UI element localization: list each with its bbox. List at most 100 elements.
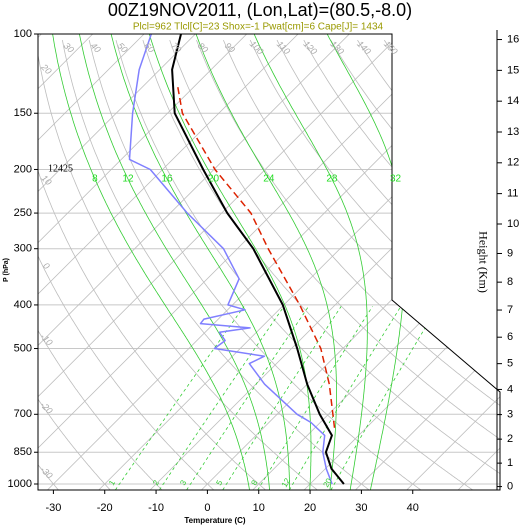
- mixing-ratio-label: 12: [280, 476, 293, 489]
- moist-adiabat-label: 12: [122, 174, 134, 185]
- annotation: 12425: [48, 163, 73, 174]
- mixing-ratio-label: 3: [178, 478, 188, 487]
- profile-line: [171, 34, 345, 485]
- x-tick-label: -20: [97, 502, 113, 514]
- y2-tick-label: 1: [507, 457, 513, 469]
- y2-tick-label: 6: [507, 331, 513, 343]
- y2-tick-label: 4: [507, 383, 513, 395]
- x-tick-label: 0: [204, 502, 210, 514]
- moist-adiabat-label: 8: [92, 174, 98, 185]
- dry-adiabat: [330, 39, 500, 490]
- dry-adiabat: [38, 40, 163, 490]
- dry-adiabat: [249, 39, 500, 490]
- moist-adiabat-label: 28: [326, 174, 338, 185]
- dry-adiabat: [196, 39, 500, 490]
- dry-adiabat: [38, 40, 111, 490]
- dry-adiabat: [38, 40, 266, 490]
- profile-line: [128, 34, 333, 485]
- isotherm: [38, 34, 299, 490]
- x-tick-label: 40: [407, 502, 419, 514]
- dry-adiabat-label: 90: [223, 41, 237, 55]
- y2-tick-label: 12: [507, 157, 519, 169]
- dry-adiabat-label: -10: [38, 331, 54, 347]
- isotherm: [38, 34, 350, 490]
- mixing-ratio-label: 5: [214, 478, 224, 487]
- isotherm: [303, 34, 500, 490]
- y2-axis-label: Height (Km): [476, 231, 490, 293]
- x-tick-label: -10: [148, 502, 164, 514]
- moist-adiabat: [52, 34, 250, 490]
- mixing-ratio-label: 1: [107, 478, 117, 487]
- y2-tick-label: 7: [507, 304, 513, 316]
- y-tick-label: 100: [14, 28, 32, 40]
- dry-adiabat: [38, 40, 318, 490]
- isotherm: [149, 34, 500, 490]
- y2-tick-label: 11: [507, 188, 518, 200]
- moist-adiabat: [326, 34, 406, 490]
- moist-adiabat-label: 20: [208, 174, 220, 185]
- dry-adiabat-label: 140: [355, 39, 373, 57]
- dry-adiabat-label: 60: [142, 41, 156, 55]
- dry-adiabat-label: 10: [39, 173, 53, 187]
- dry-adiabat-label: 70: [169, 41, 183, 55]
- profile-line: [176, 85, 336, 428]
- dry-adiabat: [410, 39, 500, 490]
- y-tick-label: 200: [14, 163, 32, 175]
- y-tick-label: 250: [14, 207, 32, 219]
- dry-adiabat-label: 120: [301, 39, 319, 57]
- dry-adiabat: [169, 39, 500, 490]
- y-axis-label: P (hPa): [3, 258, 10, 282]
- mixing-ratio-line: [330, 306, 439, 490]
- mixing-ratio-line: [257, 306, 373, 490]
- y2-tick-label: 10: [507, 218, 519, 230]
- dry-adiabat-label: 50: [115, 41, 129, 55]
- y2-tick-label: 2: [507, 433, 513, 445]
- dry-adiabat-label: 20: [39, 61, 54, 76]
- mixing-ratio-line: [186, 306, 309, 490]
- mixing-ratio-label: 20: [321, 476, 334, 489]
- y2-tick-label: 8: [507, 276, 513, 288]
- moist-adiabat-label: 32: [390, 174, 402, 185]
- y2-tick-label: 16: [507, 33, 519, 45]
- y2-tick-label: 5: [507, 358, 513, 370]
- plot-frame: [37, 33, 501, 491]
- mixing-ratio-label: 2: [151, 478, 161, 487]
- mixing-ratio-line: [222, 306, 342, 490]
- dry-adiabat-label: 80: [196, 41, 210, 55]
- chart-title: 00Z19NOV2011, (Lon,Lat)=(80.5,-8.0): [108, 0, 412, 20]
- x-axis-label: Temperature (C): [184, 516, 246, 525]
- y-tick-label: 500: [14, 342, 32, 354]
- isotherm: [38, 34, 248, 490]
- y-tick-label: 700: [14, 408, 32, 420]
- isotherm: [38, 34, 453, 490]
- y-tick-label: 400: [14, 299, 32, 311]
- y2-tick-label: 3: [507, 409, 513, 421]
- dry-adiabat-label: -30: [38, 464, 54, 480]
- dry-adiabat: [357, 39, 500, 490]
- isotherm: [38, 34, 196, 490]
- isotherm: [355, 34, 500, 490]
- mixing-ratio-line: [159, 306, 285, 490]
- isotherm: [38, 34, 145, 490]
- x-tick-label: 10: [253, 502, 265, 514]
- dry-adiabat-label: -20: [38, 400, 54, 416]
- y-tick-label: 300: [14, 243, 32, 255]
- y-tick-label: 1000: [8, 478, 32, 490]
- dry-adiabat: [38, 40, 215, 490]
- moist-adiabat: [79, 34, 270, 490]
- moist-adiabat: [253, 34, 368, 490]
- dry-adiabat: [142, 39, 500, 490]
- x-tick-label: -30: [45, 502, 61, 514]
- y2-tick-label: 14: [507, 95, 519, 107]
- moist-adiabat: [110, 34, 291, 490]
- y-tick-label: 150: [14, 107, 32, 119]
- dry-adiabat-label: 0: [41, 261, 52, 272]
- moist-adiabat-label: 16: [161, 174, 173, 185]
- dry-adiabat: [88, 40, 422, 490]
- dry-adiabat-label: 40: [89, 41, 103, 55]
- mixing-ratio-line: [115, 306, 245, 490]
- y2-tick-label: 9: [507, 247, 513, 259]
- y2-tick-label: 15: [507, 64, 519, 76]
